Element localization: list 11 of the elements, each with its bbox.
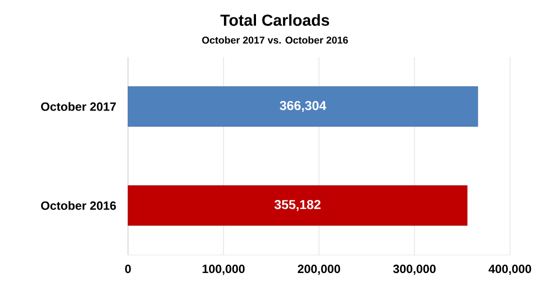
data-label: 355,182 [274, 200, 320, 212]
chart-title: Total Carloads [220, 14, 330, 26]
x-tick-label: 100,000 [202, 264, 245, 275]
y-tick-label: October 2017 [41, 102, 116, 111]
chart-subtitle: October 2017 vs. October 2016 [202, 36, 348, 44]
x-tick-label: 300,000 [393, 264, 436, 275]
y-tick-label: October 2016 [41, 201, 116, 210]
x-tick-label: 0 [125, 264, 131, 274]
data-label: 366,304 [280, 100, 326, 112]
x-tick-label: 400,000 [488, 264, 532, 275]
x-tick-label: 200,000 [298, 264, 340, 275]
